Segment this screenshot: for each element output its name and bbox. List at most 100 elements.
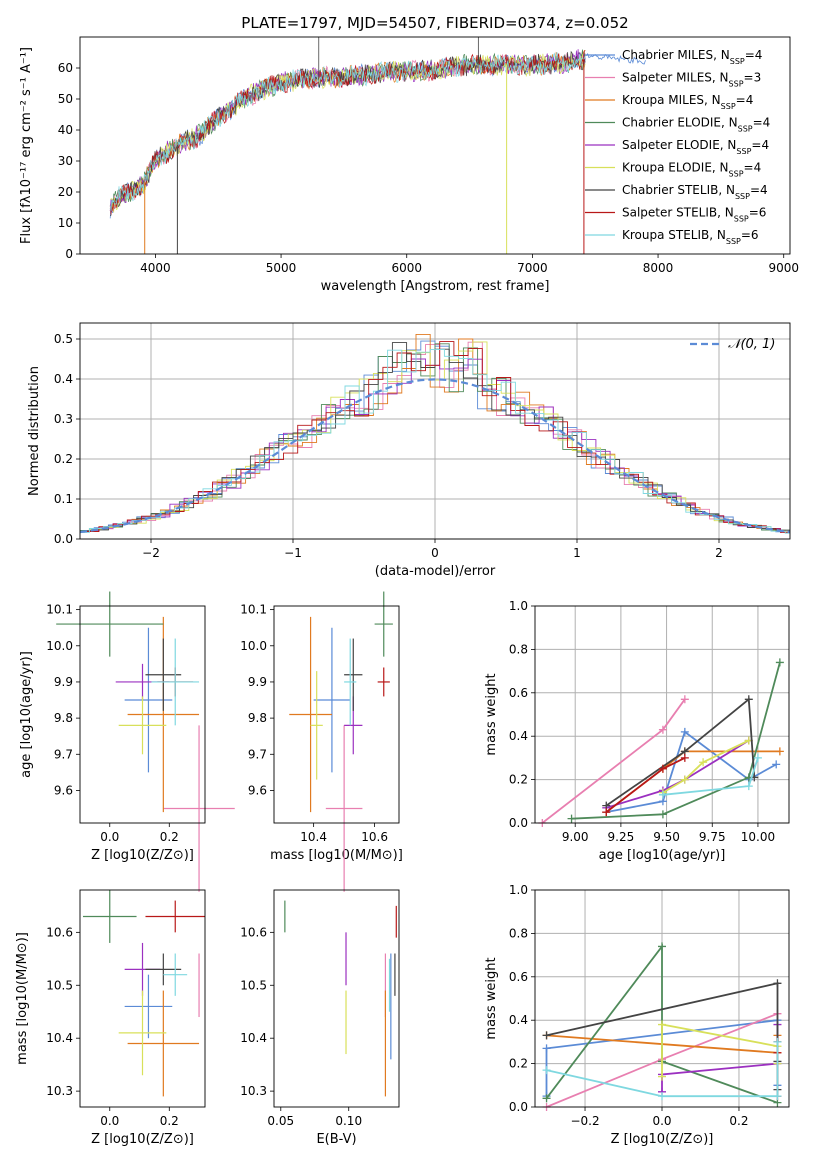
x-tick-label: 9.25 xyxy=(608,830,635,844)
x-axis-label: wavelength [Angstrom, rest frame] xyxy=(321,279,550,294)
x-tick-label: −0.2 xyxy=(570,1114,599,1128)
weight-marker xyxy=(775,658,784,667)
mass-vs-ebv-panel: 0.05 0.10 10.3 10.4 10.5 10.6 E(B-V) xyxy=(240,889,400,1147)
x-axis-label: Z [log10(Z/Z⊙)] xyxy=(91,1132,194,1147)
x-axis-label: E(B-V) xyxy=(316,1132,356,1147)
age-vs-metallicity-panel: 0.0 0.2 9.6 9.7 9.8 9.9 10.0 10.1 Z [log10(Z/Z⊙)… xyxy=(19,591,235,892)
y-tick-label: 20 xyxy=(58,185,73,199)
weight-marker xyxy=(542,1044,551,1053)
x-tick-label: 2 xyxy=(715,546,723,560)
y-tick-label: 0.5 xyxy=(54,332,73,346)
y-axis-label: Normed distribution xyxy=(27,366,42,496)
y-tick-label: 0.8 xyxy=(509,642,528,656)
y-tick-label: 10.6 xyxy=(46,925,73,939)
weight-marker xyxy=(753,753,762,762)
y-tick-label: 9.6 xyxy=(54,783,73,797)
y-tick-label: 9.9 xyxy=(248,675,267,689)
x-tick-label: 6000 xyxy=(391,261,422,275)
x-tick-label: 0.2 xyxy=(160,830,179,844)
age-vs-mass-panel: 10.4 10.6 9.6 9.7 9.8 9.9 10.0 10.1 mass [log10(… xyxy=(240,591,403,892)
x-tick-label: 9.75 xyxy=(699,830,726,844)
legend-label: Kroupa MILES, NSSP=4 xyxy=(622,93,753,111)
x-tick-label: 8000 xyxy=(643,261,674,275)
y-tick-label: 0.4 xyxy=(509,1013,528,1027)
y-axis-label: Flux [fλ10⁻¹⁷ erg cm⁻² s⁻¹ A⁻¹] xyxy=(19,47,34,244)
legend-label: 𝒩(0, 1) xyxy=(728,337,775,352)
x-tick-label: 0.05 xyxy=(267,1114,294,1128)
y-tick-label: 50 xyxy=(58,92,73,106)
y-tick-label: 0.4 xyxy=(509,729,528,743)
y-tick-label: 10.4 xyxy=(240,1031,267,1045)
x-tick-label: 9.50 xyxy=(653,830,680,844)
y-tick-label: 9.9 xyxy=(54,675,73,689)
x-tick-label: 7000 xyxy=(517,261,548,275)
y-tick-label: 0.6 xyxy=(509,970,528,984)
y-tick-label: 30 xyxy=(58,154,73,168)
y-tick-label: 0.8 xyxy=(509,926,528,940)
weight-marker xyxy=(775,747,784,756)
weight-series-line xyxy=(662,739,750,794)
y-tick-label: 0.2 xyxy=(509,1057,528,1071)
weight-marker xyxy=(699,758,708,767)
histogram-chabrier-stelib xyxy=(80,342,790,534)
plot-frame xyxy=(79,322,791,540)
y-tick-label: 0.4 xyxy=(54,372,73,386)
x-tick-label: 10.4 xyxy=(300,830,327,844)
y-tick-label: 10.0 xyxy=(46,639,73,653)
y-tick-label: 0.3 xyxy=(54,412,73,426)
y-tick-label: 10.3 xyxy=(240,1084,267,1098)
plot-frame xyxy=(79,605,206,824)
x-tick-label: 5000 xyxy=(266,261,297,275)
y-tick-label: 0.1 xyxy=(54,492,73,506)
weight-marker xyxy=(773,1092,782,1101)
weight-marker xyxy=(680,695,689,704)
weight-vs-metallicity-panel: −0.2 0.0 0.2 0.0 0.2 0.4 0.6 0.8 1.0 Z [log10(Z/Z… xyxy=(484,883,790,1147)
x-axis-label: mass [log10(M/M⊙)] xyxy=(270,848,403,863)
weight-marker xyxy=(658,790,667,799)
legend-label: Salpeter STELIB, NSSP=6 xyxy=(622,206,766,224)
x-tick-label: 0.0 xyxy=(100,830,119,844)
weight-marker xyxy=(680,753,689,762)
plot-frame xyxy=(79,36,791,255)
weight-marker xyxy=(658,725,667,734)
x-axis-label: age [log10(age/yr)] xyxy=(599,848,726,863)
x-axis-label: (data-model)/error xyxy=(375,564,496,579)
weight-marker xyxy=(658,1072,666,1081)
y-tick-label: 10.5 xyxy=(46,978,73,992)
y-axis-label: mass weight xyxy=(484,673,499,755)
legend-label: Salpeter MILES, NSSP=3 xyxy=(622,71,761,89)
histogram-kroupa-elodie xyxy=(80,341,790,533)
weight-marker xyxy=(542,1031,551,1040)
y-tick-label: 9.7 xyxy=(54,747,73,761)
weight-marker xyxy=(773,979,782,988)
x-tick-label: 0.0 xyxy=(100,1114,119,1128)
figure-title: PLATE=1797, MJD=54507, FIBERID=0374, z=0… xyxy=(241,14,628,32)
weight-marker xyxy=(602,808,611,817)
legend-label: Kroupa STELIB, NSSP=6 xyxy=(622,228,759,246)
spectrum-line-kroupa-elodie xyxy=(110,53,586,213)
x-tick-label: −1 xyxy=(284,546,302,560)
residuals-panel: −2 −1 0 1 2 0.0 0.1 0.2 0.3 0.4 0.5 (data-model)/er… xyxy=(27,322,791,579)
plot-frame xyxy=(273,889,400,1108)
weight-vs-age-panel: 9.00 9.25 9.50 9.75 10.00 0.0 0.2 0.4 0.6 0.8 1.0 a… xyxy=(484,599,790,863)
plot-frame xyxy=(273,605,400,824)
x-tick-label: 0.2 xyxy=(160,1114,179,1128)
x-tick-label: 10.6 xyxy=(361,830,388,844)
spectrum-line-salpeter-elodie xyxy=(109,49,586,212)
plot-frame xyxy=(534,605,790,824)
legend-label: Kroupa ELODIE, NSSP=4 xyxy=(622,161,761,179)
y-tick-label: 1.0 xyxy=(509,883,528,897)
x-tick-label: 10.00 xyxy=(741,830,775,844)
y-axis-label: mass weight xyxy=(484,957,499,1039)
weight-series-line xyxy=(571,662,781,820)
spectrum-line-kroupa-stelib xyxy=(109,52,586,211)
spectrum-line-chabrier-elodie xyxy=(109,49,586,210)
y-tick-label: 0 xyxy=(65,247,73,261)
mass-vs-metallicity-panel: 0.0 0.2 10.3 10.4 10.5 10.6 Z [log10(Z/Z⊙)] mas… xyxy=(15,889,206,1147)
x-tick-label: 1 xyxy=(573,546,581,560)
weight-marker xyxy=(658,1092,666,1101)
weight-marker xyxy=(680,775,689,784)
gaussian-curve xyxy=(79,378,791,534)
weight-marker xyxy=(658,1020,666,1029)
legend-label: Chabrier STELIB, NSSP=4 xyxy=(622,183,768,201)
